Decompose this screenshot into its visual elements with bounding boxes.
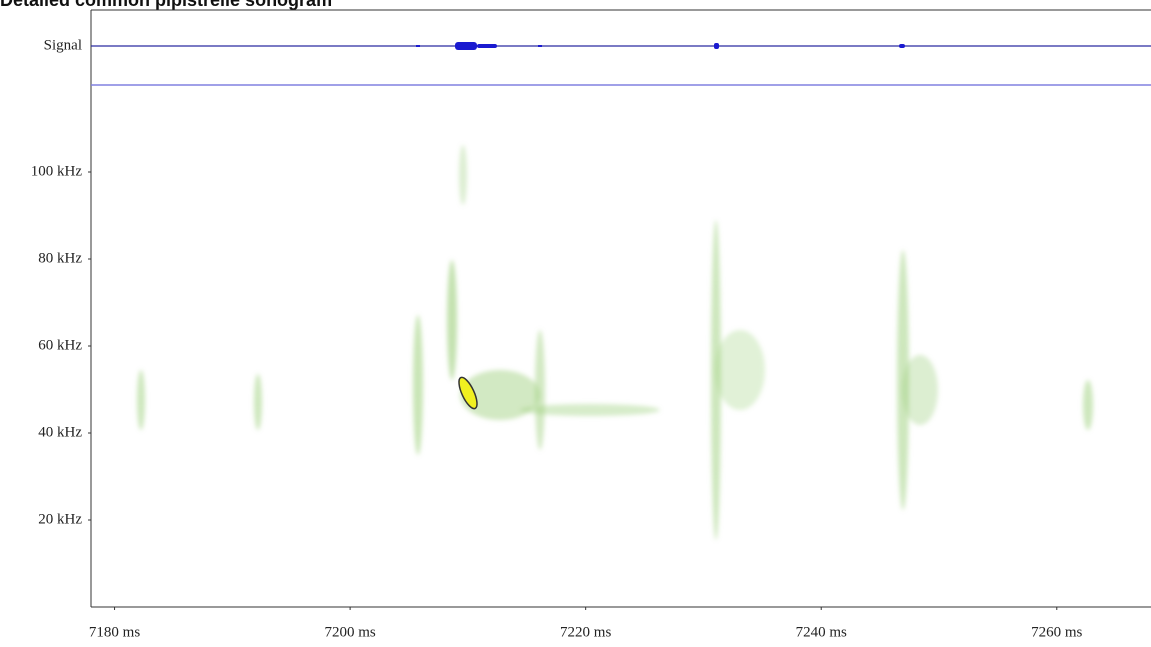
x-tick-label: 7240 ms	[796, 624, 847, 640]
y-tick-label: 20 kHz	[38, 511, 82, 527]
x-tick-label: 7260 ms	[1031, 624, 1082, 640]
y-tick-label: 60 kHz	[38, 337, 82, 353]
x-tick-label: 7180 ms	[89, 624, 140, 640]
y-tick-label: 80 kHz	[38, 250, 82, 266]
energy-peak	[458, 376, 478, 410]
y-tick-label: 100 kHz	[31, 163, 83, 179]
x-tick-label: 7200 ms	[324, 624, 375, 640]
chart-title: Detailed common pipistrelle sonogram	[0, 0, 332, 10]
track-label: Signal	[44, 37, 82, 53]
spectrogram-energy	[137, 145, 1093, 540]
signal-pulses	[416, 42, 905, 50]
x-tick-label: 7220 ms	[560, 624, 611, 640]
y-tick-label: 40 kHz	[38, 424, 82, 440]
